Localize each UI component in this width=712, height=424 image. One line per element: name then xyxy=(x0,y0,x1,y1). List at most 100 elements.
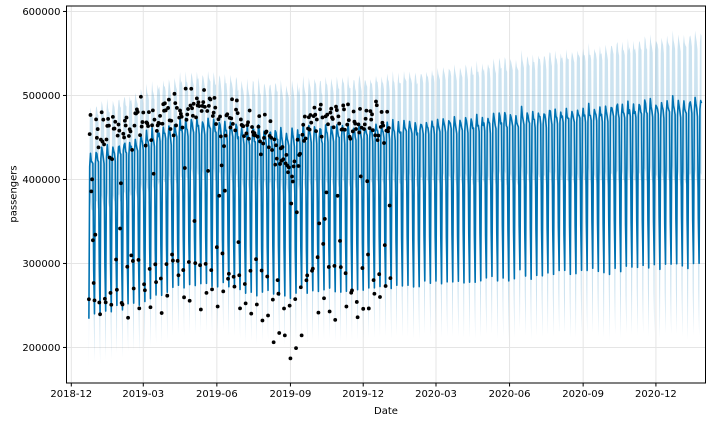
observed-point xyxy=(354,300,359,304)
observed-point xyxy=(380,120,385,125)
observed-point xyxy=(238,306,242,311)
observed-point xyxy=(148,305,153,310)
observed-point xyxy=(150,123,154,128)
observed-point xyxy=(160,121,165,126)
observed-point xyxy=(292,159,297,164)
observed-point xyxy=(255,134,260,139)
observed-point xyxy=(303,136,308,141)
observed-point xyxy=(275,278,280,283)
observed-point xyxy=(171,133,176,138)
observed-point xyxy=(95,127,100,131)
observed-point xyxy=(325,112,330,117)
observed-point xyxy=(129,253,134,258)
observed-point xyxy=(331,125,336,130)
observed-point xyxy=(175,258,180,263)
observed-point xyxy=(329,106,334,111)
observed-point xyxy=(97,300,102,305)
observed-point xyxy=(208,97,213,102)
observed-point xyxy=(214,245,219,250)
observed-point xyxy=(357,130,362,135)
observed-point xyxy=(87,132,92,137)
observed-point xyxy=(90,238,95,243)
observed-point xyxy=(300,132,305,137)
observed-point xyxy=(90,177,94,182)
observed-point xyxy=(112,126,117,131)
observed-point xyxy=(233,128,238,133)
observed-point xyxy=(118,181,123,186)
observed-point xyxy=(385,109,390,114)
observed-point xyxy=(333,317,338,322)
observed-point xyxy=(326,122,330,127)
observed-point xyxy=(219,163,224,168)
observed-point xyxy=(282,306,286,311)
observed-point xyxy=(135,110,140,114)
observed-point xyxy=(230,121,235,126)
observed-point xyxy=(123,123,128,128)
observed-point xyxy=(139,124,144,129)
observed-point xyxy=(367,126,372,131)
observed-point xyxy=(386,126,391,130)
observed-point xyxy=(93,232,98,237)
observed-point xyxy=(124,115,129,120)
observed-point xyxy=(235,111,240,116)
observed-point xyxy=(351,109,356,114)
observed-point xyxy=(375,138,380,142)
observed-point xyxy=(362,127,366,131)
observed-point xyxy=(368,109,373,114)
observed-point xyxy=(92,298,97,303)
observed-point xyxy=(270,297,275,302)
observed-point xyxy=(116,122,121,127)
observed-point xyxy=(247,108,252,113)
observed-point xyxy=(146,110,151,115)
observed-point xyxy=(264,129,269,134)
observed-point xyxy=(117,128,122,133)
observed-point xyxy=(318,102,323,107)
observed-point xyxy=(100,139,105,144)
x-tick-label: 2018-12 xyxy=(50,389,92,400)
observed-point xyxy=(374,99,378,104)
observed-point xyxy=(330,117,335,121)
observed-point xyxy=(222,188,227,193)
observed-point xyxy=(366,306,371,311)
y-tick-label: 200000 xyxy=(22,343,60,354)
observed-point xyxy=(294,210,299,215)
observed-point xyxy=(350,288,354,293)
observed-point xyxy=(204,290,209,295)
observed-point xyxy=(221,289,226,294)
observed-point xyxy=(382,141,386,145)
observed-point xyxy=(387,203,392,208)
observed-point xyxy=(376,133,381,138)
observed-point xyxy=(362,122,367,127)
x-tick-label: 2020-03 xyxy=(415,389,457,400)
observed-point xyxy=(286,170,290,175)
observed-point xyxy=(170,252,174,257)
observed-point xyxy=(313,112,318,117)
observed-point xyxy=(174,105,179,110)
observed-point xyxy=(246,120,250,125)
observed-point xyxy=(276,291,281,296)
observed-point xyxy=(205,109,210,113)
observed-point xyxy=(265,274,270,279)
x-tick-label: 2020-12 xyxy=(635,389,677,400)
observed-point xyxy=(377,272,382,277)
observed-point xyxy=(296,164,301,168)
observed-point xyxy=(327,309,332,314)
observed-point xyxy=(304,278,309,283)
observed-point xyxy=(202,104,207,109)
observed-point xyxy=(280,145,285,149)
observed-point xyxy=(372,291,377,296)
observed-point xyxy=(172,91,177,96)
observed-point xyxy=(211,110,216,115)
observed-point xyxy=(321,242,326,246)
observed-point xyxy=(184,117,189,122)
observed-point xyxy=(132,123,137,128)
observed-point xyxy=(378,295,382,299)
observed-point xyxy=(293,297,298,302)
observed-point xyxy=(196,100,201,105)
observed-point xyxy=(271,340,276,345)
observed-point xyxy=(305,273,310,278)
observed-point xyxy=(86,297,91,302)
observed-point xyxy=(154,129,159,133)
observed-point xyxy=(210,114,215,118)
